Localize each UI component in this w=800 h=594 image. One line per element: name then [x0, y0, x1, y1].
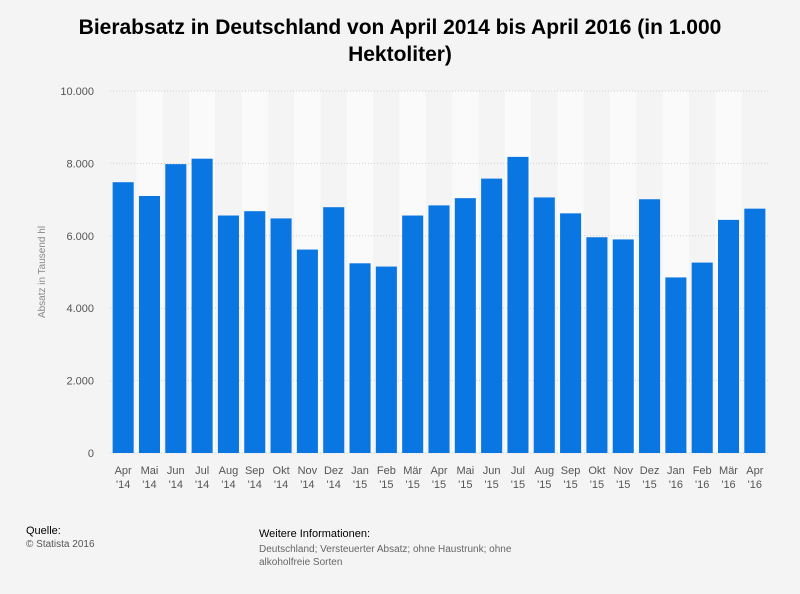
y-tick-label: 10.000 — [60, 86, 94, 98]
bar[interactable] — [244, 211, 266, 453]
x-tick-label: Jan '15 — [351, 465, 369, 491]
bar[interactable] — [217, 215, 239, 453]
x-tick-label: Sep '14 — [245, 465, 265, 491]
bar[interactable] — [349, 263, 371, 453]
y-axis-ticks: 0 2.000 4.000 6.000 8.000 10.000 — [60, 86, 94, 460]
y-tick-label: 8.000 — [66, 158, 94, 170]
x-tick-label: Mär '15 — [403, 465, 422, 491]
source-value: © Statista 2016 — [26, 539, 95, 550]
source-label: Quelle: — [26, 525, 61, 537]
x-tick-label: Sep '15 — [561, 465, 581, 491]
bar[interactable] — [691, 262, 713, 453]
bar[interactable] — [402, 215, 424, 453]
x-tick-label: Feb '16 — [693, 465, 712, 491]
x-tick-label: Jun '14 — [167, 465, 185, 491]
x-tick-label: Okt '14 — [273, 465, 290, 491]
y-tick-label: 4.000 — [66, 303, 94, 315]
bar[interactable] — [612, 239, 634, 453]
bar[interactable] — [270, 218, 292, 453]
x-tick-label: Mai '14 — [141, 465, 159, 491]
bar[interactable] — [744, 208, 766, 453]
bars — [112, 156, 766, 454]
x-tick-label: Feb '15 — [377, 465, 396, 491]
bar[interactable] — [533, 197, 555, 453]
bar[interactable] — [191, 158, 213, 453]
bar[interactable] — [560, 213, 582, 453]
info-value: Deutschland; Versteuerter Absatz; ohne H… — [259, 544, 512, 568]
x-tick-label: Jan '16 — [667, 465, 685, 491]
x-tick-label: Okt '15 — [588, 465, 605, 491]
bar[interactable] — [454, 198, 476, 453]
x-tick-label: Aug '14 — [219, 465, 239, 491]
bar[interactable] — [481, 178, 503, 453]
bar[interactable] — [296, 249, 318, 453]
y-axis-label: Absatz in Tausend hl — [37, 226, 48, 318]
x-tick-label: Jun '15 — [483, 465, 501, 491]
bar[interactable] — [428, 205, 450, 453]
x-tick-label: Apr '16 — [746, 465, 763, 491]
x-tick-label: Jul '15 — [511, 465, 525, 491]
bar[interactable] — [323, 207, 345, 453]
bar[interactable] — [112, 182, 134, 453]
x-tick-label: Nov '15 — [613, 465, 633, 491]
info-label: Weitere Informationen: — [259, 528, 371, 540]
bar[interactable] — [639, 199, 661, 453]
x-tick-label: Apr '15 — [430, 465, 447, 491]
chart-title: Bierabsatz in Deutschland von April 2014… — [78, 16, 722, 66]
x-tick-label: Aug '15 — [534, 465, 554, 491]
x-tick-label: Apr '14 — [115, 465, 132, 491]
x-axis-ticks: Apr '14 Mai '14 Jun '14 Jul '14 Aug '14 Sep '14 Okt '… — [115, 465, 764, 491]
y-tick-label: 6.000 — [66, 231, 94, 243]
x-tick-label: Nov '14 — [298, 465, 318, 491]
bar[interactable] — [507, 156, 529, 453]
bar[interactable] — [138, 195, 161, 454]
x-tick-label: Mai '15 — [456, 465, 474, 491]
y-tick-label: 2.000 — [66, 376, 94, 388]
bar[interactable] — [665, 277, 687, 453]
bar[interactable] — [165, 164, 187, 453]
y-tick-label: 0 — [88, 448, 94, 460]
x-tick-label: Dez '15 — [640, 465, 660, 491]
x-tick-label: Jul '14 — [195, 465, 209, 491]
bar[interactable] — [717, 219, 740, 453]
bar[interactable] — [375, 266, 397, 453]
x-tick-label: Dez '14 — [324, 465, 344, 491]
x-tick-label: Mär '16 — [719, 465, 738, 491]
bar[interactable] — [586, 237, 608, 453]
